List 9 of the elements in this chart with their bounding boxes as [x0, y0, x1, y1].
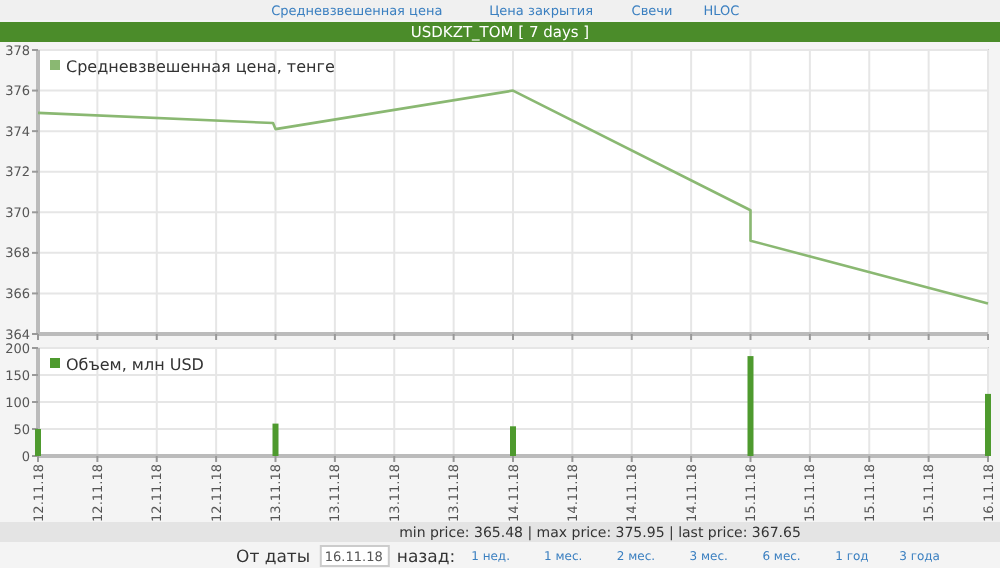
bar: [510, 426, 516, 456]
bar: [747, 356, 754, 456]
legend-label: Объем, млн USD: [66, 355, 204, 374]
bar: [985, 393, 991, 456]
text: назад:: [396, 547, 456, 568]
text: От даты: [236, 547, 311, 568]
bar: [35, 429, 41, 456]
bar: [272, 423, 279, 456]
legend-label: Средневзвешенная цена, тенге: [66, 57, 335, 76]
